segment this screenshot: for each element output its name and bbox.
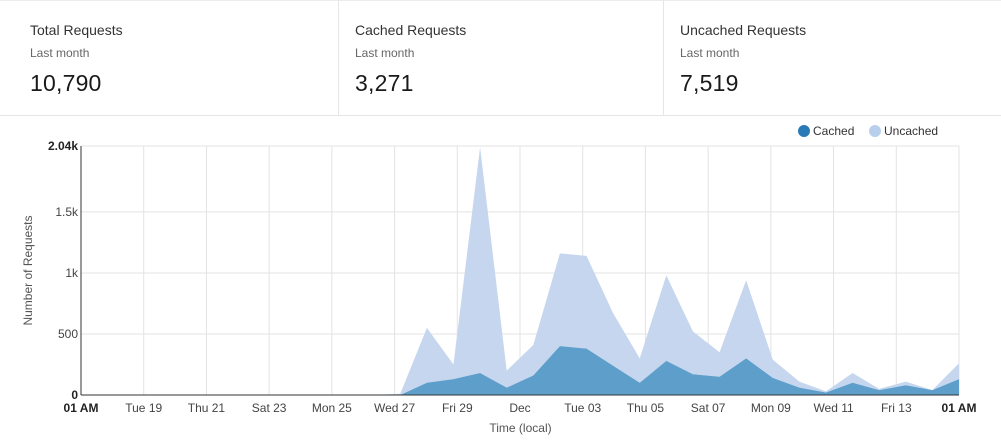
y-axis-title: Number of Requests — [21, 215, 35, 325]
grid-layer — [81, 145, 960, 395]
stat-value: 10,790 — [30, 70, 102, 96]
y-tick-label: 1.5k — [55, 205, 79, 219]
stat-title: Uncached Requests — [680, 22, 807, 38]
stat-title: Total Requests — [30, 22, 123, 38]
x-tick-label: Tue 19 — [125, 401, 162, 415]
requests-area-chart: 0 500 1k 1.5k 2.04k 01 AM Tue 19 Thu 21 Sat 23 Mo… — [21, 124, 976, 435]
x-tick-label: 01 AM — [64, 401, 99, 415]
x-tick-label: Dec — [509, 401, 530, 415]
stats-bar: Total Requests Last month 10,790 Cached … — [0, 0, 1001, 116]
legend-marker-uncached[interactable] — [869, 125, 881, 137]
x-tick-label: Sat 07 — [691, 401, 726, 415]
legend-label-cached[interactable]: Cached — [813, 124, 854, 138]
axis-layer: 0 500 1k 1.5k 2.04k 01 AM Tue 19 Thu 21 Sat 23 Mo… — [48, 139, 976, 415]
stat-value: 7,519 — [680, 70, 739, 96]
y-tick-label: 500 — [58, 327, 78, 341]
stat-value: 3,271 — [355, 70, 414, 96]
x-tick-label: Fri 29 — [442, 401, 473, 415]
series-area-uncached — [81, 147, 959, 395]
stat-title: Cached Requests — [355, 22, 467, 38]
stat-period: Last month — [30, 46, 90, 60]
x-tick-label: Mon 25 — [312, 401, 352, 415]
x-tick-label: Sat 23 — [252, 401, 287, 415]
legend-marker-cached[interactable] — [798, 125, 810, 137]
series-area-cached — [81, 346, 959, 395]
x-tick-label: Mon 09 — [751, 401, 791, 415]
y-tick-label: 1k — [65, 266, 79, 280]
x-tick-label: Fri 13 — [881, 401, 912, 415]
legend[interactable]: Cached Uncached — [798, 124, 938, 138]
stat-card-uncached: Uncached Requests Last month 7,519 — [664, 0, 1001, 115]
stat-period: Last month — [355, 46, 415, 60]
y-tick-label: 0 — [71, 388, 78, 402]
x-tick-label: 01 AM — [942, 401, 977, 415]
y-tick-label: 2.04k — [48, 139, 78, 153]
x-tick-label: Wed 27 — [374, 401, 415, 415]
x-tick-label: Thu 05 — [627, 401, 665, 415]
legend-label-uncached[interactable]: Uncached — [884, 124, 938, 138]
stat-card-total: Total Requests Last month 10,790 — [0, 0, 339, 115]
x-tick-label: Thu 21 — [188, 401, 226, 415]
x-tick-label: Tue 03 — [564, 401, 601, 415]
stat-period: Last month — [680, 46, 740, 60]
area-layer — [81, 147, 959, 395]
x-axis-title: Time (local) — [489, 421, 551, 435]
stat-card-cached: Cached Requests Last month 3,271 — [339, 0, 664, 115]
x-tick-label: Wed 11 — [813, 401, 854, 415]
